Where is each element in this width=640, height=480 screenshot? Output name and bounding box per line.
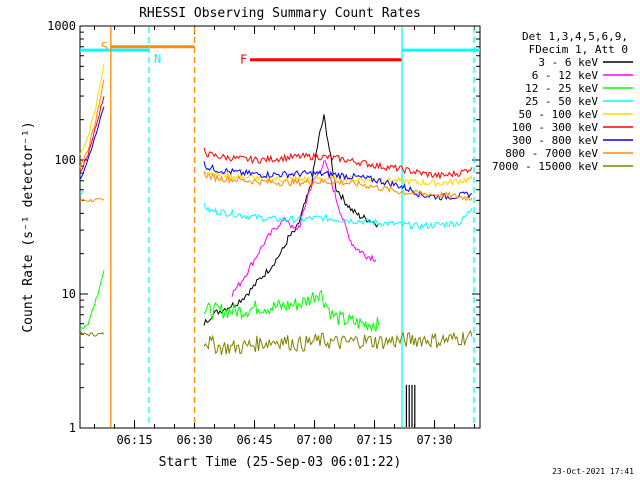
x-tick-label-4: 07:15 bbox=[356, 433, 392, 447]
y-tick-label-0: 1 bbox=[69, 421, 76, 435]
early-series-line bbox=[79, 197, 105, 203]
x-tick-label-1: 06:30 bbox=[176, 433, 212, 447]
series-line-2 bbox=[203, 289, 380, 333]
plot-area bbox=[79, 25, 481, 429]
y-tick-label-1: 10 bbox=[62, 287, 76, 301]
legend-header-line-2: FDecim 1, Att 0 bbox=[529, 43, 628, 56]
x-tick-label-5: 07:30 bbox=[416, 433, 452, 447]
y-axis-label: Count Rate (s⁻¹ detector⁻¹) bbox=[21, 121, 36, 332]
flag-label-F: F bbox=[240, 53, 247, 67]
flag-label-N: N bbox=[154, 52, 161, 66]
legend-label-1: 6 - 12 keV bbox=[532, 69, 599, 82]
y-tick-label-3: 1000 bbox=[47, 19, 76, 33]
y-tick-label-2: 100 bbox=[54, 153, 76, 167]
early-series-line bbox=[79, 331, 105, 337]
legend-label-2: 12 - 25 keV bbox=[525, 82, 598, 95]
series-lines bbox=[79, 64, 473, 355]
chart-title: RHESSI Observing Summary Count Rates bbox=[139, 6, 421, 21]
early-series-line bbox=[79, 79, 105, 168]
series-line-7 bbox=[203, 170, 473, 202]
early-series-line bbox=[79, 270, 105, 330]
x-tick-label-3: 07:00 bbox=[296, 433, 332, 447]
legend-label-8: 7000 - 15000 keV bbox=[492, 160, 598, 173]
legend-label-7: 800 - 7000 keV bbox=[505, 147, 598, 160]
legend-header-line-1: Det 1,3,4,5,6,9, bbox=[522, 30, 628, 43]
series-line-0 bbox=[203, 114, 379, 326]
y-axis: 1 10 100 1000 bbox=[47, 19, 480, 435]
vertical-markers bbox=[110, 27, 475, 427]
flag-bars: SN F bbox=[80, 40, 480, 67]
flag-label-S: S bbox=[101, 40, 108, 54]
timestamp: 23-Oct-2021 17:41 bbox=[552, 467, 634, 476]
series-line-5 bbox=[203, 147, 473, 180]
x-tick-label-2: 06:45 bbox=[236, 433, 272, 447]
x-tick-label-0: 06:15 bbox=[116, 433, 152, 447]
early-series-line bbox=[79, 64, 105, 155]
legend-label-4: 50 - 100 keV bbox=[519, 108, 599, 121]
legend-label-6: 300 - 800 keV bbox=[512, 134, 598, 147]
legend-label-5: 100 - 300 keV bbox=[512, 121, 598, 134]
legend-label-3: 25 - 50 keV bbox=[525, 95, 598, 108]
early-series-line bbox=[79, 189, 85, 195]
plot-frame bbox=[79, 25, 481, 429]
series-line-8 bbox=[203, 329, 473, 355]
attenuator-ticks bbox=[405, 384, 416, 427]
x-axis: 06:15 06:30 06:45 07:00 07:15 07:30 bbox=[94, 26, 476, 447]
series-line-4 bbox=[203, 169, 473, 188]
series-line-3 bbox=[203, 202, 473, 231]
legend: Det 1,3,4,5,6,9, FDecim 1, Att 0 3 - 6 k… bbox=[492, 30, 633, 173]
early-series-line bbox=[79, 106, 105, 180]
early-series-line bbox=[79, 95, 105, 173]
legend-label-0: 3 - 6 keV bbox=[538, 56, 598, 69]
series-line-1 bbox=[231, 160, 377, 298]
x-axis-label: Start Time (25-Sep-03 06:01:22) bbox=[159, 455, 402, 470]
